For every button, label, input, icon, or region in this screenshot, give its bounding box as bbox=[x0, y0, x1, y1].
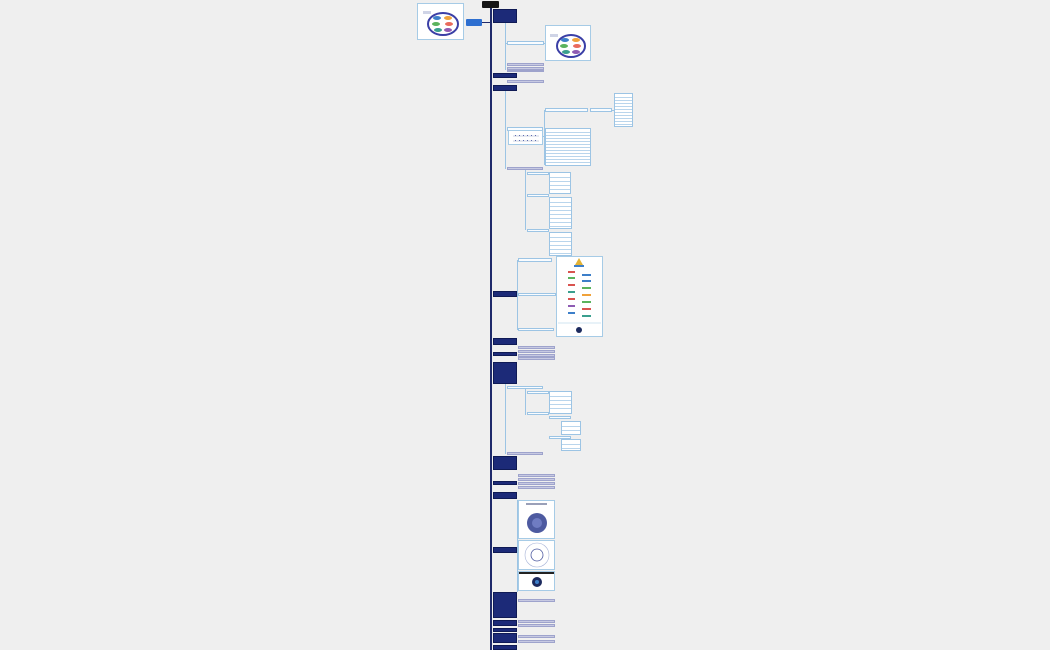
subtopic-4c[interactable] bbox=[518, 328, 554, 331]
subtopic-3f[interactable] bbox=[527, 229, 549, 232]
branch-3-connector bbox=[505, 91, 506, 169]
note-1b[interactable] bbox=[507, 67, 544, 70]
note-9c[interactable] bbox=[518, 482, 555, 485]
list-3e[interactable] bbox=[549, 197, 572, 229]
topic-6[interactable] bbox=[493, 352, 517, 356]
topic-7[interactable] bbox=[493, 362, 517, 384]
topic-13[interactable] bbox=[493, 620, 517, 626]
note-9b[interactable] bbox=[518, 478, 555, 481]
topic-12[interactable] bbox=[493, 592, 517, 618]
circle-diagram-3[interactable] bbox=[518, 571, 555, 591]
circle-diagram-icon bbox=[524, 542, 550, 568]
oval-diagram-thumbnail[interactable] bbox=[417, 3, 464, 40]
note-1c[interactable] bbox=[507, 70, 544, 72]
bar-chart-icon bbox=[513, 135, 539, 142]
note-6d[interactable] bbox=[518, 357, 555, 360]
list-3c[interactable] bbox=[545, 128, 591, 166]
circle-diagram-icon bbox=[519, 572, 554, 587]
topic-1[interactable] bbox=[493, 9, 517, 23]
branch-7-connector bbox=[505, 384, 506, 454]
note-13b[interactable] bbox=[518, 624, 555, 627]
note-15b[interactable] bbox=[518, 640, 555, 643]
subtopic-3d[interactable] bbox=[527, 172, 549, 175]
topic-8[interactable] bbox=[493, 456, 517, 470]
list-3b[interactable] bbox=[614, 93, 633, 127]
note-6c[interactable] bbox=[518, 354, 555, 357]
subtopic-7c[interactable] bbox=[527, 412, 549, 415]
branch-4-connector bbox=[517, 260, 518, 330]
list-7e[interactable] bbox=[561, 439, 581, 451]
topic-9[interactable] bbox=[493, 481, 517, 485]
icon-list-image[interactable] bbox=[556, 256, 603, 337]
note-6a[interactable] bbox=[518, 346, 555, 349]
topic-3[interactable] bbox=[493, 85, 517, 91]
root-topic[interactable] bbox=[482, 1, 499, 8]
topic-11[interactable] bbox=[493, 547, 517, 553]
topic-14[interactable] bbox=[493, 628, 517, 632]
subtopic-3b-child[interactable] bbox=[590, 108, 612, 112]
subtopic-3e[interactable] bbox=[527, 194, 549, 197]
subtopic-1a[interactable] bbox=[507, 41, 544, 45]
subtopic-7e[interactable] bbox=[549, 436, 571, 439]
list-7b[interactable] bbox=[549, 391, 572, 414]
note-12a[interactable] bbox=[518, 599, 555, 602]
subtopic-4a[interactable] bbox=[518, 258, 552, 262]
note-2a[interactable] bbox=[507, 80, 544, 83]
branch-3b-connector bbox=[544, 110, 545, 165]
topic-15[interactable] bbox=[493, 633, 517, 643]
branch-7b-connector bbox=[525, 389, 526, 415]
subtopic-7a[interactable] bbox=[507, 386, 543, 389]
note-13a[interactable] bbox=[518, 620, 555, 623]
topic-2[interactable] bbox=[493, 73, 517, 78]
note-1a[interactable] bbox=[507, 63, 544, 66]
topic-4[interactable] bbox=[493, 291, 517, 297]
note-6b[interactable] bbox=[518, 350, 555, 353]
main-trunk bbox=[490, 8, 492, 650]
circle-diagram-icon bbox=[526, 503, 547, 533]
subtopic-7d[interactable] bbox=[549, 416, 571, 419]
branch-1-connector bbox=[505, 23, 506, 70]
oval-diagram-icon bbox=[550, 34, 586, 58]
topic-10[interactable] bbox=[493, 492, 517, 499]
subtopic-7b[interactable] bbox=[527, 391, 549, 394]
note-15a[interactable] bbox=[518, 635, 555, 638]
branch-3b-h bbox=[612, 110, 614, 111]
note-3a[interactable] bbox=[507, 167, 543, 170]
oval-diagram-icon bbox=[423, 11, 459, 36]
subtopic-3b[interactable] bbox=[545, 108, 588, 112]
topic-5[interactable] bbox=[493, 338, 517, 345]
subtopic-4b[interactable] bbox=[518, 293, 556, 296]
icon-list-icon bbox=[558, 258, 601, 333]
note-9a[interactable] bbox=[518, 474, 555, 477]
circle-diagram-2[interactable] bbox=[518, 540, 555, 570]
note-7a[interactable] bbox=[507, 452, 543, 455]
bar-chart-image[interactable] bbox=[508, 130, 543, 145]
branch-3d-connector bbox=[525, 170, 526, 230]
branch-11-connector bbox=[517, 500, 518, 592]
topic-16[interactable] bbox=[493, 645, 517, 650]
list-3d[interactable] bbox=[549, 172, 571, 194]
list-3f[interactable] bbox=[549, 232, 572, 256]
list-7d[interactable] bbox=[561, 421, 581, 435]
floating-topic[interactable] bbox=[466, 19, 482, 26]
floating-connector bbox=[482, 22, 490, 23]
oval-diagram-large[interactable] bbox=[545, 25, 591, 61]
circle-diagram-1[interactable] bbox=[518, 500, 555, 539]
note-9d[interactable] bbox=[518, 486, 555, 489]
